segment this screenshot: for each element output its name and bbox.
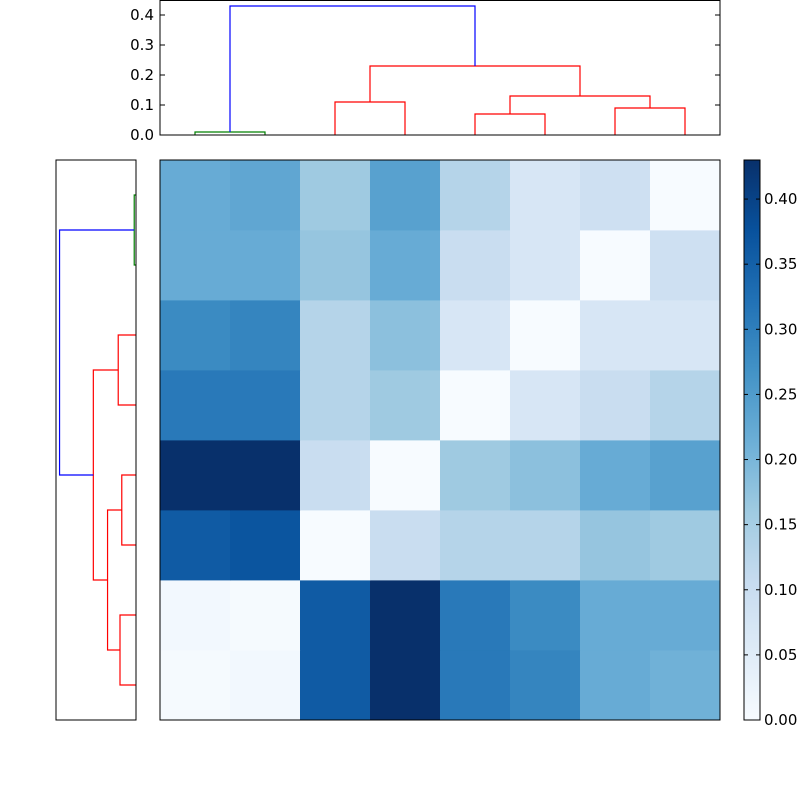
heatmap-cell-1-1 xyxy=(230,580,301,651)
heatmap-cell-5-5 xyxy=(510,300,581,371)
left-dendrogram-frame xyxy=(55,159,137,721)
left-dendrogram-link-1 xyxy=(117,334,136,406)
top-dendrogram: 0.0 0.1 0.2 0.3 0.4 xyxy=(130,0,721,144)
heatmap-cell-3-1 xyxy=(230,440,301,511)
heatmap-frame xyxy=(159,159,721,721)
heatmap-cell-3-0 xyxy=(160,440,231,511)
left-dendrogram-link-2 xyxy=(121,474,136,546)
left-dendrogram-link-5 xyxy=(92,369,119,581)
heatmap-cell-2-1 xyxy=(230,510,301,581)
heatmap-cell-5-7 xyxy=(650,300,721,371)
heatmap-cell-1-6 xyxy=(580,580,651,651)
heatmap-cell-1-4 xyxy=(440,580,511,651)
heatmap-cell-4-1 xyxy=(230,370,301,441)
heatmap-cell-0-6 xyxy=(580,650,651,721)
heatmap xyxy=(159,159,721,721)
heatmap-cell-7-5 xyxy=(510,160,581,231)
heatmap-cell-6-4 xyxy=(440,230,511,301)
top-dendrogram-ytick-label-0: 0.0 xyxy=(130,126,154,144)
top-dendrogram-link-6 xyxy=(229,5,476,132)
heatmap-cell-2-4 xyxy=(440,510,511,581)
colorbar-tick-label-5: 0.25 xyxy=(764,385,797,403)
heatmap-cell-5-1 xyxy=(230,300,301,371)
heatmap-cell-1-7 xyxy=(650,580,721,651)
heatmap-cell-2-6 xyxy=(580,510,651,581)
heatmap-cell-1-2 xyxy=(300,580,371,651)
heatmap-cell-0-2 xyxy=(300,650,371,721)
colorbar-tick-label-6: 0.30 xyxy=(764,320,797,338)
heatmap-cell-2-7 xyxy=(650,510,721,581)
top-dendrogram-ytick-label-2: 0.2 xyxy=(130,66,154,84)
heatmap-cell-5-0 xyxy=(160,300,231,371)
heatmap-cell-6-5 xyxy=(510,230,581,301)
left-dendrogram xyxy=(55,159,137,721)
heatmap-cell-1-5 xyxy=(510,580,581,651)
heatmap-cell-4-0 xyxy=(160,370,231,441)
heatmap-cell-7-2 xyxy=(300,160,371,231)
heatmap-cell-5-2 xyxy=(300,300,371,371)
colorbar-tick-label-8: 0.40 xyxy=(764,190,797,208)
colorbar-tick-label-1: 0.05 xyxy=(764,646,797,664)
heatmap-cell-7-7 xyxy=(650,160,721,231)
heatmap-cell-7-4 xyxy=(440,160,511,231)
colorbar-tick-label-2: 0.10 xyxy=(764,581,797,599)
heatmap-cell-7-6 xyxy=(580,160,651,231)
heatmap-cell-6-0 xyxy=(160,230,231,301)
heatmap-cell-0-3 xyxy=(370,650,441,721)
heatmap-cell-2-3 xyxy=(370,510,441,581)
heatmap-cell-7-3 xyxy=(370,160,441,231)
top-dendrogram-frame xyxy=(159,0,721,136)
heatmap-cell-5-6 xyxy=(580,300,651,371)
heatmap-cell-0-1 xyxy=(230,650,301,721)
heatmap-cell-5-4 xyxy=(440,300,511,371)
heatmap-cell-4-7 xyxy=(650,370,721,441)
top-dendrogram-ytick-label-1: 0.1 xyxy=(130,96,154,114)
heatmap-cell-4-2 xyxy=(300,370,371,441)
colorbar-tick-label-3: 0.15 xyxy=(764,516,797,534)
colorbar-frame xyxy=(743,159,761,721)
heatmap-cell-6-1 xyxy=(230,230,301,301)
heatmap-cell-4-5 xyxy=(510,370,581,441)
heatmap-cell-3-2 xyxy=(300,440,371,511)
colorbar-tick-label-4: 0.20 xyxy=(764,451,797,469)
top-dendrogram-link-4 xyxy=(509,95,651,114)
heatmap-cell-3-4 xyxy=(440,440,511,511)
heatmap-cell-1-3 xyxy=(370,580,441,651)
heatmap-cell-6-3 xyxy=(370,230,441,301)
heatmap-cell-2-0 xyxy=(160,510,231,581)
heatmap-cell-5-3 xyxy=(370,300,441,371)
heatmap-cell-2-5 xyxy=(510,510,581,581)
heatmap-cell-7-1 xyxy=(230,160,301,231)
heatmap-cell-7-0 xyxy=(160,160,231,231)
heatmap-cell-3-7 xyxy=(650,440,721,511)
colorbar-tick-label-0: 0.00 xyxy=(764,711,797,729)
colorbar: 0.00 0.05 0.10 0.15 0.20 0.25 0.30 0.35 0.40 xyxy=(743,159,797,729)
top-dendrogram-ytick-label-4: 0.4 xyxy=(130,6,154,24)
heatmap-cell-4-4 xyxy=(440,370,511,441)
heatmap-cell-6-6 xyxy=(580,230,651,301)
heatmap-cell-4-3 xyxy=(370,370,441,441)
heatmap-cell-6-7 xyxy=(650,230,721,301)
heatmap-cell-0-5 xyxy=(510,650,581,721)
heatmap-cell-0-4 xyxy=(440,650,511,721)
colorbar-tick-label-7: 0.35 xyxy=(764,255,797,273)
heatmap-cell-0-7 xyxy=(650,650,721,721)
heatmap-cell-6-2 xyxy=(300,230,371,301)
heatmap-cell-2-2 xyxy=(300,510,371,581)
top-dendrogram-link-2 xyxy=(474,113,546,135)
top-dendrogram-link-1 xyxy=(334,101,406,135)
heatmap-cell-3-5 xyxy=(510,440,581,511)
heatmap-cell-3-6 xyxy=(580,440,651,511)
heatmap-cell-3-3 xyxy=(370,440,441,511)
heatmap-cell-1-0 xyxy=(160,580,231,651)
heatmap-cell-0-0 xyxy=(160,650,231,721)
left-dendrogram-link-3 xyxy=(119,614,136,686)
left-dendrogram-link-6 xyxy=(58,229,135,476)
top-dendrogram-ytick-label-3: 0.3 xyxy=(130,36,154,54)
heatmap-cell-4-6 xyxy=(580,370,651,441)
colorbar-gradient-bar xyxy=(744,160,760,720)
top-dendrogram-link-3 xyxy=(614,107,686,135)
